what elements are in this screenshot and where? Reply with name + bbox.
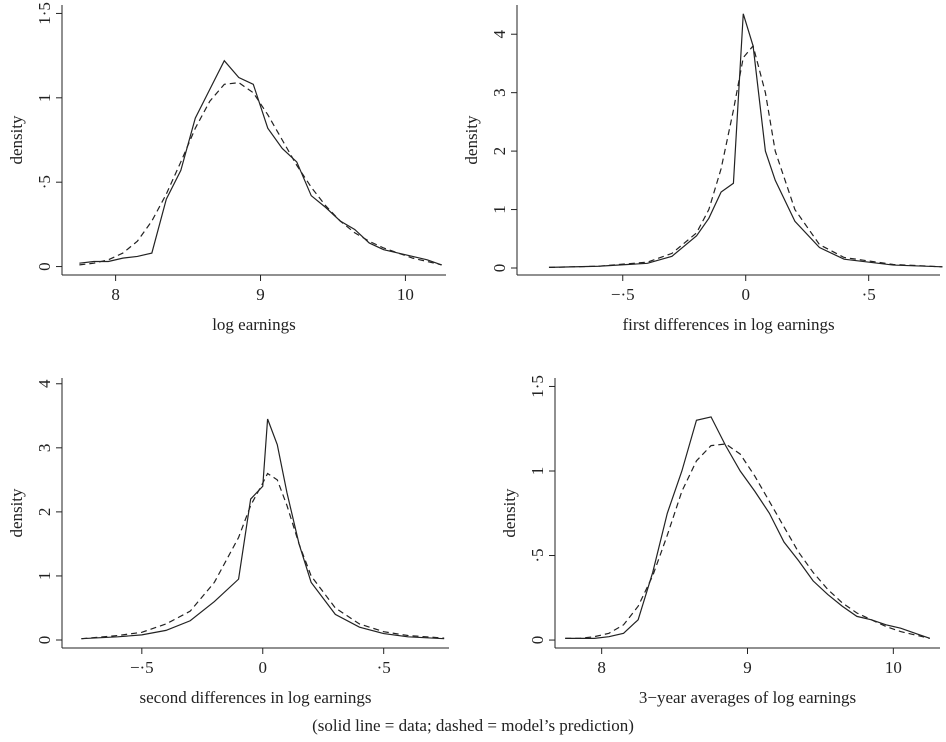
x-tick-label: −·5 [130, 658, 154, 677]
x-tick-label: 10 [885, 658, 902, 677]
dashed-line [565, 443, 930, 639]
solid-line [79, 59, 442, 266]
y-axis-label: density [7, 115, 26, 165]
caption: (solid line = data; dashed = model’s pre… [312, 716, 634, 735]
solid-line [81, 418, 445, 640]
y-tick-label: 3 [35, 444, 54, 453]
y-tick-label: 1 [35, 572, 54, 581]
dashed-line [79, 82, 442, 266]
dashed-line [81, 472, 445, 640]
x-tick-label: −·5 [611, 285, 635, 304]
x-axis-label: log earnings [212, 315, 296, 334]
x-tick-label: ·5 [862, 285, 876, 304]
solid-line [565, 416, 930, 639]
solid-line [548, 13, 943, 268]
x-tick-label: 0 [741, 285, 750, 304]
x-axis-label: first differences in log earnings [622, 315, 834, 334]
dashed-line [548, 44, 943, 268]
y-tick-label: 0 [35, 262, 54, 271]
x-tick-label: 10 [397, 285, 414, 304]
y-tick-label: 2 [35, 508, 54, 517]
x-tick-label: 8 [111, 285, 120, 304]
y-tick-label: ·5 [35, 175, 54, 189]
y-axis-label: density [7, 488, 26, 538]
y-tick-label: 1 [490, 205, 509, 214]
y-axis-label: density [462, 115, 481, 165]
y-tick-label: 0 [528, 636, 547, 645]
x-axis-label: second differences in log earnings [140, 688, 372, 707]
x-axis-label: 3−year averages of log earnings [639, 688, 856, 707]
y-tick-label: ·5 [528, 548, 547, 562]
y-tick-label: 0 [35, 636, 54, 645]
y-axis-label: density [500, 488, 519, 538]
y-tick-label: 4 [490, 29, 509, 38]
x-tick-label: 9 [256, 285, 265, 304]
x-tick-label: ·5 [377, 658, 391, 677]
y-tick-label: 1·5 [35, 2, 54, 25]
x-tick-label: 0 [259, 658, 268, 677]
x-tick-label: 8 [597, 658, 606, 677]
y-tick-label: 1 [528, 467, 547, 476]
y-tick-label: 1·5 [528, 375, 547, 398]
x-tick-label: 9 [743, 658, 752, 677]
y-tick-label: 0 [490, 264, 509, 273]
y-tick-label: 1 [35, 94, 54, 103]
y-tick-label: 4 [35, 379, 54, 388]
y-tick-label: 2 [490, 147, 509, 156]
y-tick-label: 3 [490, 88, 509, 97]
